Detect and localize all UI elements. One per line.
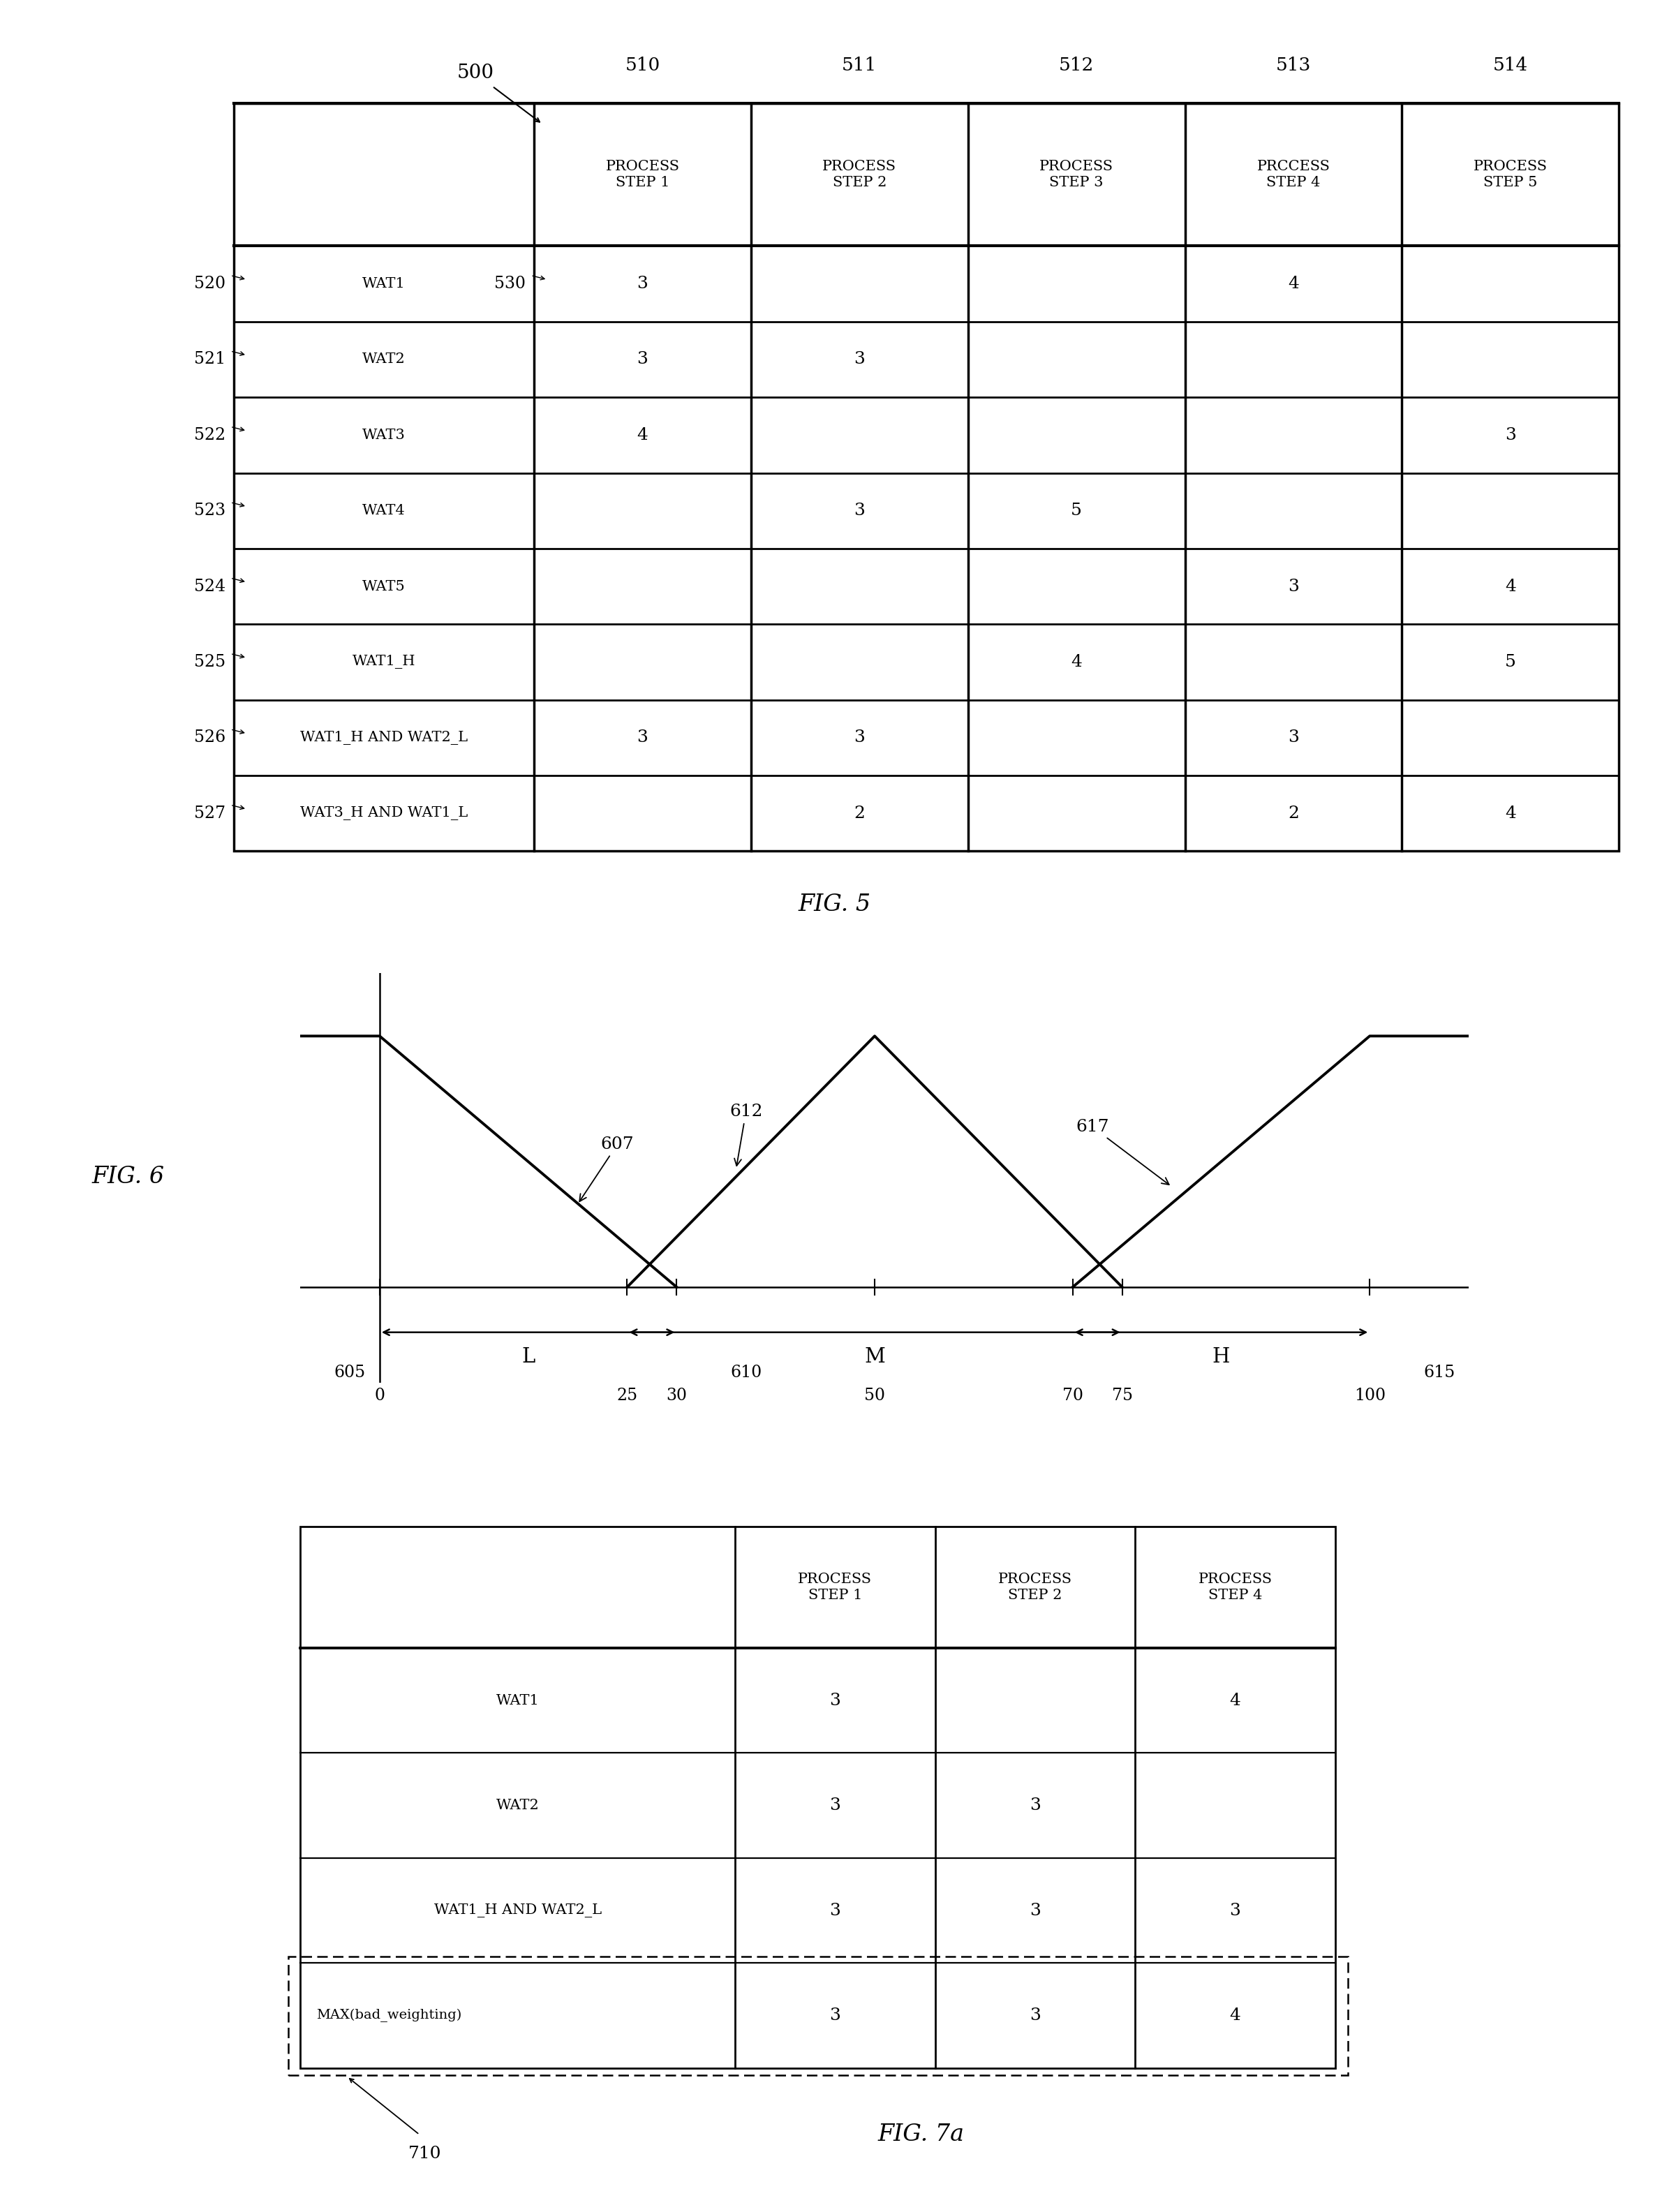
Text: PRCCESS
STEP 4: PRCCESS STEP 4 [1257,159,1330,190]
Text: WAT1: WAT1 [362,276,406,290]
Text: 607: 607 [579,1137,634,1201]
Text: 612: 612 [729,1104,763,1166]
Text: 615: 615 [1424,1365,1455,1380]
Text: 2: 2 [1288,805,1298,821]
Text: 513: 513 [1275,55,1312,73]
Text: 523: 523 [194,502,225,520]
Text: 514: 514 [1492,55,1529,73]
Text: FIG. 5: FIG. 5 [798,894,871,916]
Text: WAT1_H AND WAT2_L: WAT1_H AND WAT2_L [434,1905,601,1918]
Text: WAT2: WAT2 [496,1798,539,1812]
Text: PROCESS
STEP 4: PROCESS STEP 4 [1198,1573,1272,1601]
Text: 512: 512 [1058,55,1095,73]
Text: 3: 3 [1230,1902,1240,1918]
Text: 3: 3 [829,1692,841,1708]
Text: H: H [1212,1347,1230,1367]
Text: M: M [865,1347,885,1367]
Text: 3: 3 [829,1902,841,1918]
Text: 3: 3 [1505,427,1515,442]
Text: 3: 3 [855,502,865,520]
Text: 3: 3 [829,2008,841,2024]
Text: 3: 3 [1030,2008,1041,2024]
Text: WAT4: WAT4 [362,504,406,518]
Text: 4: 4 [1230,1692,1240,1708]
Text: 526: 526 [194,730,225,745]
Text: 4: 4 [1505,577,1515,595]
Text: 527: 527 [194,805,225,821]
Text: 3: 3 [1030,1798,1041,1814]
Text: MAX(bad_weighting): MAX(bad_weighting) [315,2008,461,2022]
Text: WAT1_H: WAT1_H [352,655,416,668]
Text: 4: 4 [1071,655,1082,670]
Text: 2: 2 [855,805,865,821]
Text: 3: 3 [855,730,865,745]
Text: 3: 3 [855,352,865,367]
Text: 3: 3 [829,1798,841,1814]
Text: 617: 617 [1077,1119,1168,1186]
Text: 4: 4 [1505,805,1515,821]
Text: PROCESS
STEP 3: PROCESS STEP 3 [1040,159,1113,190]
Text: 5: 5 [1071,502,1082,520]
Text: PROCESS
STEP 1: PROCESS STEP 1 [798,1573,871,1601]
Text: 521: 521 [194,352,225,367]
Text: 605: 605 [334,1365,366,1380]
Text: 511: 511 [841,55,878,73]
Text: 522: 522 [194,427,225,442]
Text: 3: 3 [1288,730,1298,745]
Text: 525: 525 [194,655,225,670]
Text: PROCESS
STEP 2: PROCESS STEP 2 [998,1573,1071,1601]
Text: PROCESS
STEP 5: PROCESS STEP 5 [1474,159,1547,190]
Text: 3: 3 [638,352,648,367]
Text: PROCESS
STEP 1: PROCESS STEP 1 [606,159,679,190]
Text: WAT5: WAT5 [362,580,406,593]
Text: 510: 510 [624,55,661,73]
Text: WAT2: WAT2 [362,354,406,365]
Text: 4: 4 [638,427,648,442]
Text: WAT1_H AND WAT2_L: WAT1_H AND WAT2_L [300,730,467,745]
Text: 524: 524 [194,577,225,595]
Bar [234,104,1619,852]
Text: PROCESS
STEP 2: PROCESS STEP 2 [823,159,896,190]
Text: 5: 5 [1505,655,1515,670]
Text: 520: 520 [194,276,225,292]
Text: 530: 530 [494,276,526,292]
Text: 4: 4 [1288,276,1298,292]
Bar [289,1955,1347,2075]
Text: 4: 4 [1230,2008,1240,2024]
Text: FIG. 6: FIG. 6 [92,1166,165,1188]
Text: 3: 3 [638,276,648,292]
Text: 500: 500 [457,64,494,82]
Text: 3: 3 [1288,577,1298,595]
Text: L: L [521,1347,534,1367]
Text: WAT3: WAT3 [362,429,406,442]
Text: FIG. 7a: FIG. 7a [878,2124,965,2146]
Text: WAT3_H AND WAT1_L: WAT3_H AND WAT1_L [300,807,467,821]
Text: WAT1: WAT1 [496,1694,539,1708]
Text: 3: 3 [1030,1902,1041,1918]
Text: 710: 710 [407,2146,441,2161]
Text: 3: 3 [638,730,648,745]
Text: 610: 610 [729,1365,761,1380]
